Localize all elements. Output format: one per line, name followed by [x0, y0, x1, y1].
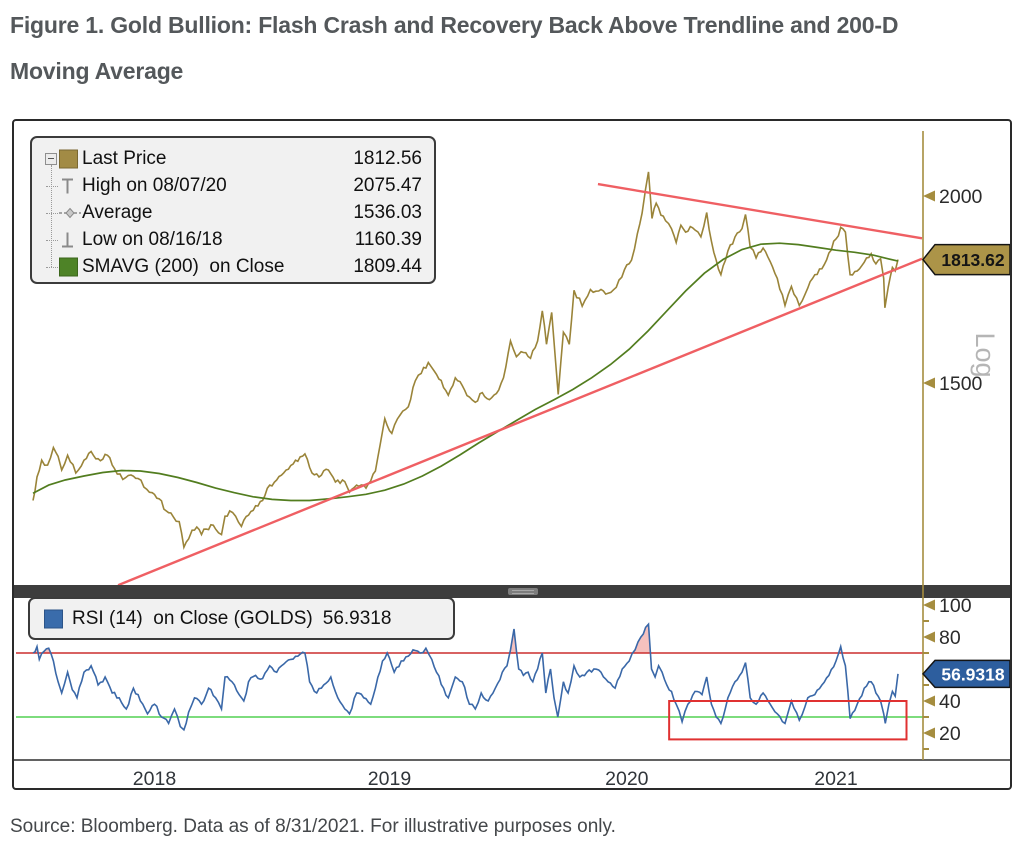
rsi-tick-label-40: 40 [939, 691, 961, 713]
year-label-2021: 2021 [814, 768, 857, 790]
year-label-2018: 2018 [133, 768, 176, 790]
legend-tree-stub [46, 185, 58, 187]
legend-row-2: Average 1536.03 [32, 199, 434, 226]
figure-title-line2: Moving Average [10, 58, 184, 84]
log-scale-label: Log [970, 332, 1000, 377]
price-tick-2000 [923, 190, 935, 202]
green-square-icon [59, 257, 78, 276]
rsi-minor-tick-70 [923, 652, 929, 654]
chart-container: 2000 1500 100 80 40 20 Log 1813.62 56.9318 2018 20… [12, 119, 1012, 790]
figure-title-line1: Figure 1. Gold Bullion: Flash Crash and … [10, 12, 899, 38]
chart-canvas: 2000 1500 100 80 40 20 Log 1813.62 56.9318 2018 20… [12, 119, 1012, 790]
legend-tree-rail [51, 165, 52, 267]
price-tick-1500 [923, 377, 935, 389]
low-marker-icon [59, 230, 76, 249]
legend-label: Last Price [82, 147, 167, 169]
legend-row-3: Low on 08/16/18 1160.39 [32, 226, 434, 253]
rsi-minor-tick-90 [923, 620, 929, 622]
price-tick-label-1500: 1500 [939, 373, 983, 395]
rsi-tick-label-20: 20 [939, 723, 961, 745]
legend-tree-stub [46, 266, 58, 268]
average-marker-icon [59, 207, 81, 219]
rsi-legend-label: RSI (14) on Close (GOLDS) [72, 607, 313, 629]
rsi-legend-value: 56.9318 [322, 607, 392, 629]
rsi-tick-80 [923, 631, 935, 643]
legend-label: High on 08/07/20 [82, 174, 227, 196]
legend-value: 1809.44 [353, 255, 422, 277]
rsi-tick-label-100: 100 [939, 595, 972, 617]
rsi-minor-tick-10 [923, 748, 929, 750]
resistance-trendline [597, 182, 923, 240]
legend-value: 1160.39 [354, 228, 422, 250]
source-note: Source: Bloomberg. Data as of 8/31/2021.… [10, 816, 616, 837]
year-label-2019: 2019 [368, 768, 411, 790]
legend-label: SMAVG (200) on Close [82, 255, 285, 277]
rsi-line [32, 622, 899, 732]
rsi-tick-label-80: 80 [939, 627, 961, 649]
rsi-value-tag-text: 56.9318 [941, 664, 1005, 684]
gold-square-icon [59, 149, 78, 168]
last-price-tag-text: 1813.62 [941, 250, 1005, 270]
rsi-minor-tick-50 [923, 684, 929, 686]
rsi-tick-100 [923, 599, 935, 611]
legend-row-4: SMAVG (200) on Close 1809.44 [32, 253, 434, 280]
rsi-tick-20 [923, 727, 935, 739]
legend-value: 1812.56 [353, 147, 422, 169]
last-price-line [32, 171, 899, 551]
support-trendline [117, 257, 923, 585]
legend-tree-stub [46, 239, 58, 241]
legend-value: 2075.47 [353, 174, 422, 196]
price-tick-label-2000: 2000 [939, 186, 983, 208]
rsi-panel [16, 622, 923, 732]
legend-label: Low on 08/16/18 [82, 228, 223, 250]
rsi-minor-tick-30 [923, 716, 929, 718]
legend-expander-icon [45, 153, 57, 165]
rsi-series-swatch-icon [44, 609, 63, 628]
year-label-2020: 2020 [605, 768, 649, 790]
high-marker-icon [59, 176, 76, 195]
price-panel [32, 171, 923, 585]
price-legend-box: Last Price 1812.56 High on 08/07/20 2075.47… [30, 136, 436, 284]
legend-label: Average [82, 201, 153, 223]
chart-border [12, 119, 1012, 790]
smavg-200-line [32, 242, 899, 502]
oversold-highlight-box [668, 700, 908, 741]
legend-row-1: High on 08/07/20 2075.47 [32, 172, 434, 199]
legend-value: 1536.03 [353, 201, 422, 223]
rsi-legend-box: RSI (14) on Close (GOLDS) 56.9318 [28, 597, 455, 640]
rsi-tick-40 [923, 695, 935, 707]
legend-row-0: Last Price 1812.56 [32, 145, 434, 172]
legend-tree-stub [46, 212, 58, 214]
